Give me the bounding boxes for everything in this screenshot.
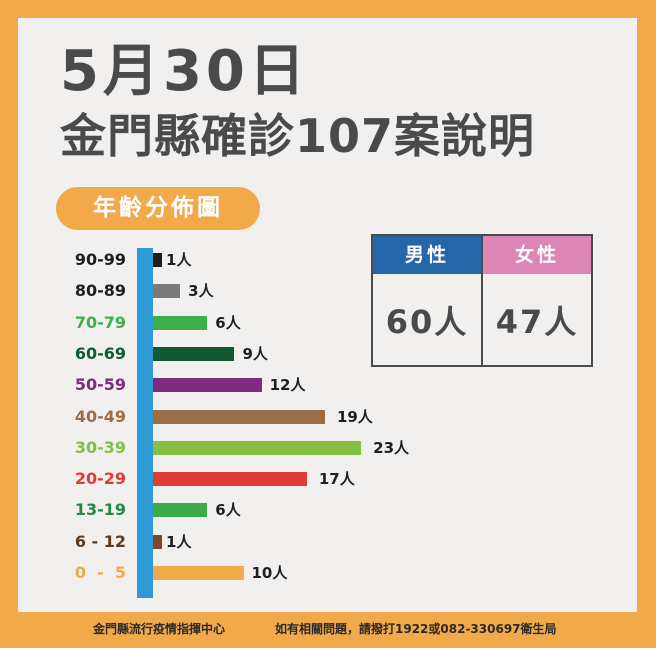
age-bar	[153, 409, 325, 424]
bar-value-label: 6人	[215, 501, 241, 520]
age-group-label: 50-59	[74, 375, 126, 395]
bar-value-label: 10人	[251, 564, 288, 582]
male-header: 男性	[373, 236, 481, 274]
male-count: 60人	[385, 302, 469, 341]
age-group-label: 13-19	[74, 500, 126, 520]
section-badge: 年齡分佈圖	[56, 187, 260, 230]
chart-row: 80-89 3人	[0, 281, 656, 301]
age-bar	[153, 284, 181, 299]
gender-female-column: 女性 47人	[481, 236, 591, 365]
footer-contact: 如有相關問題，請撥打1922或082-330697衛生局	[275, 622, 557, 636]
chart-row: 60-69 9人	[0, 344, 656, 364]
page-title: 金門縣確診107案說明	[60, 109, 536, 163]
age-bar	[153, 566, 244, 580]
bar-value-label: 17人	[318, 470, 355, 489]
chart-row: 40-49 19人	[0, 407, 656, 427]
chart-row: 13-19 6人	[0, 500, 656, 520]
female-count: 47人	[495, 302, 579, 341]
age-group-label: 90-99	[74, 250, 126, 269]
bar-value-label: 1人	[166, 532, 192, 551]
bar-value-label: 3人	[188, 282, 214, 301]
chart-row: 50-59 12人	[0, 375, 656, 395]
age-group-label: 30-39	[74, 437, 126, 457]
chart-row: 90-99 1人	[0, 250, 656, 270]
age-group-label: 60-69	[74, 343, 126, 363]
chart-row: 0 - 5 10人	[0, 563, 656, 583]
age-group-label: 20-29	[74, 469, 126, 489]
bar-value-label: 9人	[242, 344, 268, 363]
age-group-label: 0 - 5	[74, 563, 126, 582]
age-bar	[153, 253, 163, 267]
age-bar	[153, 534, 163, 549]
age-bar	[153, 440, 362, 455]
chart-axis	[137, 248, 153, 598]
bar-value-label: 6人	[215, 313, 241, 332]
bar-value-label: 12人	[269, 376, 306, 395]
age-bar	[153, 346, 235, 361]
bar-value-label: 1人	[166, 251, 192, 269]
chart-row: 70-79 6人	[0, 313, 656, 333]
age-group-label: 80-89	[74, 281, 126, 301]
age-bar	[153, 503, 208, 518]
gender-male-column: 男性 60人	[373, 236, 481, 365]
bar-value-label: 19人	[336, 407, 373, 426]
age-group-label: 40-49	[74, 406, 126, 426]
gender-table: 男性 60人 女性 47人	[371, 234, 593, 367]
footer-organization: 金門縣流行疫情指揮中心	[93, 622, 226, 636]
female-header: 女性	[483, 236, 591, 274]
age-bar	[153, 378, 262, 393]
bar-value-label: 23人	[373, 438, 410, 457]
chart-row: 6 - 12 1人	[0, 532, 656, 552]
age-group-label: 6 - 12	[74, 531, 126, 551]
date-title: 5月30日	[60, 39, 309, 104]
chart-row: 20-29 17人	[0, 469, 656, 489]
age-bar	[153, 472, 307, 487]
age-group-label: 70-79	[74, 312, 126, 332]
content-panel	[18, 18, 637, 612]
age-bar	[153, 315, 208, 330]
chart-row: 30-39 23人	[0, 438, 656, 458]
